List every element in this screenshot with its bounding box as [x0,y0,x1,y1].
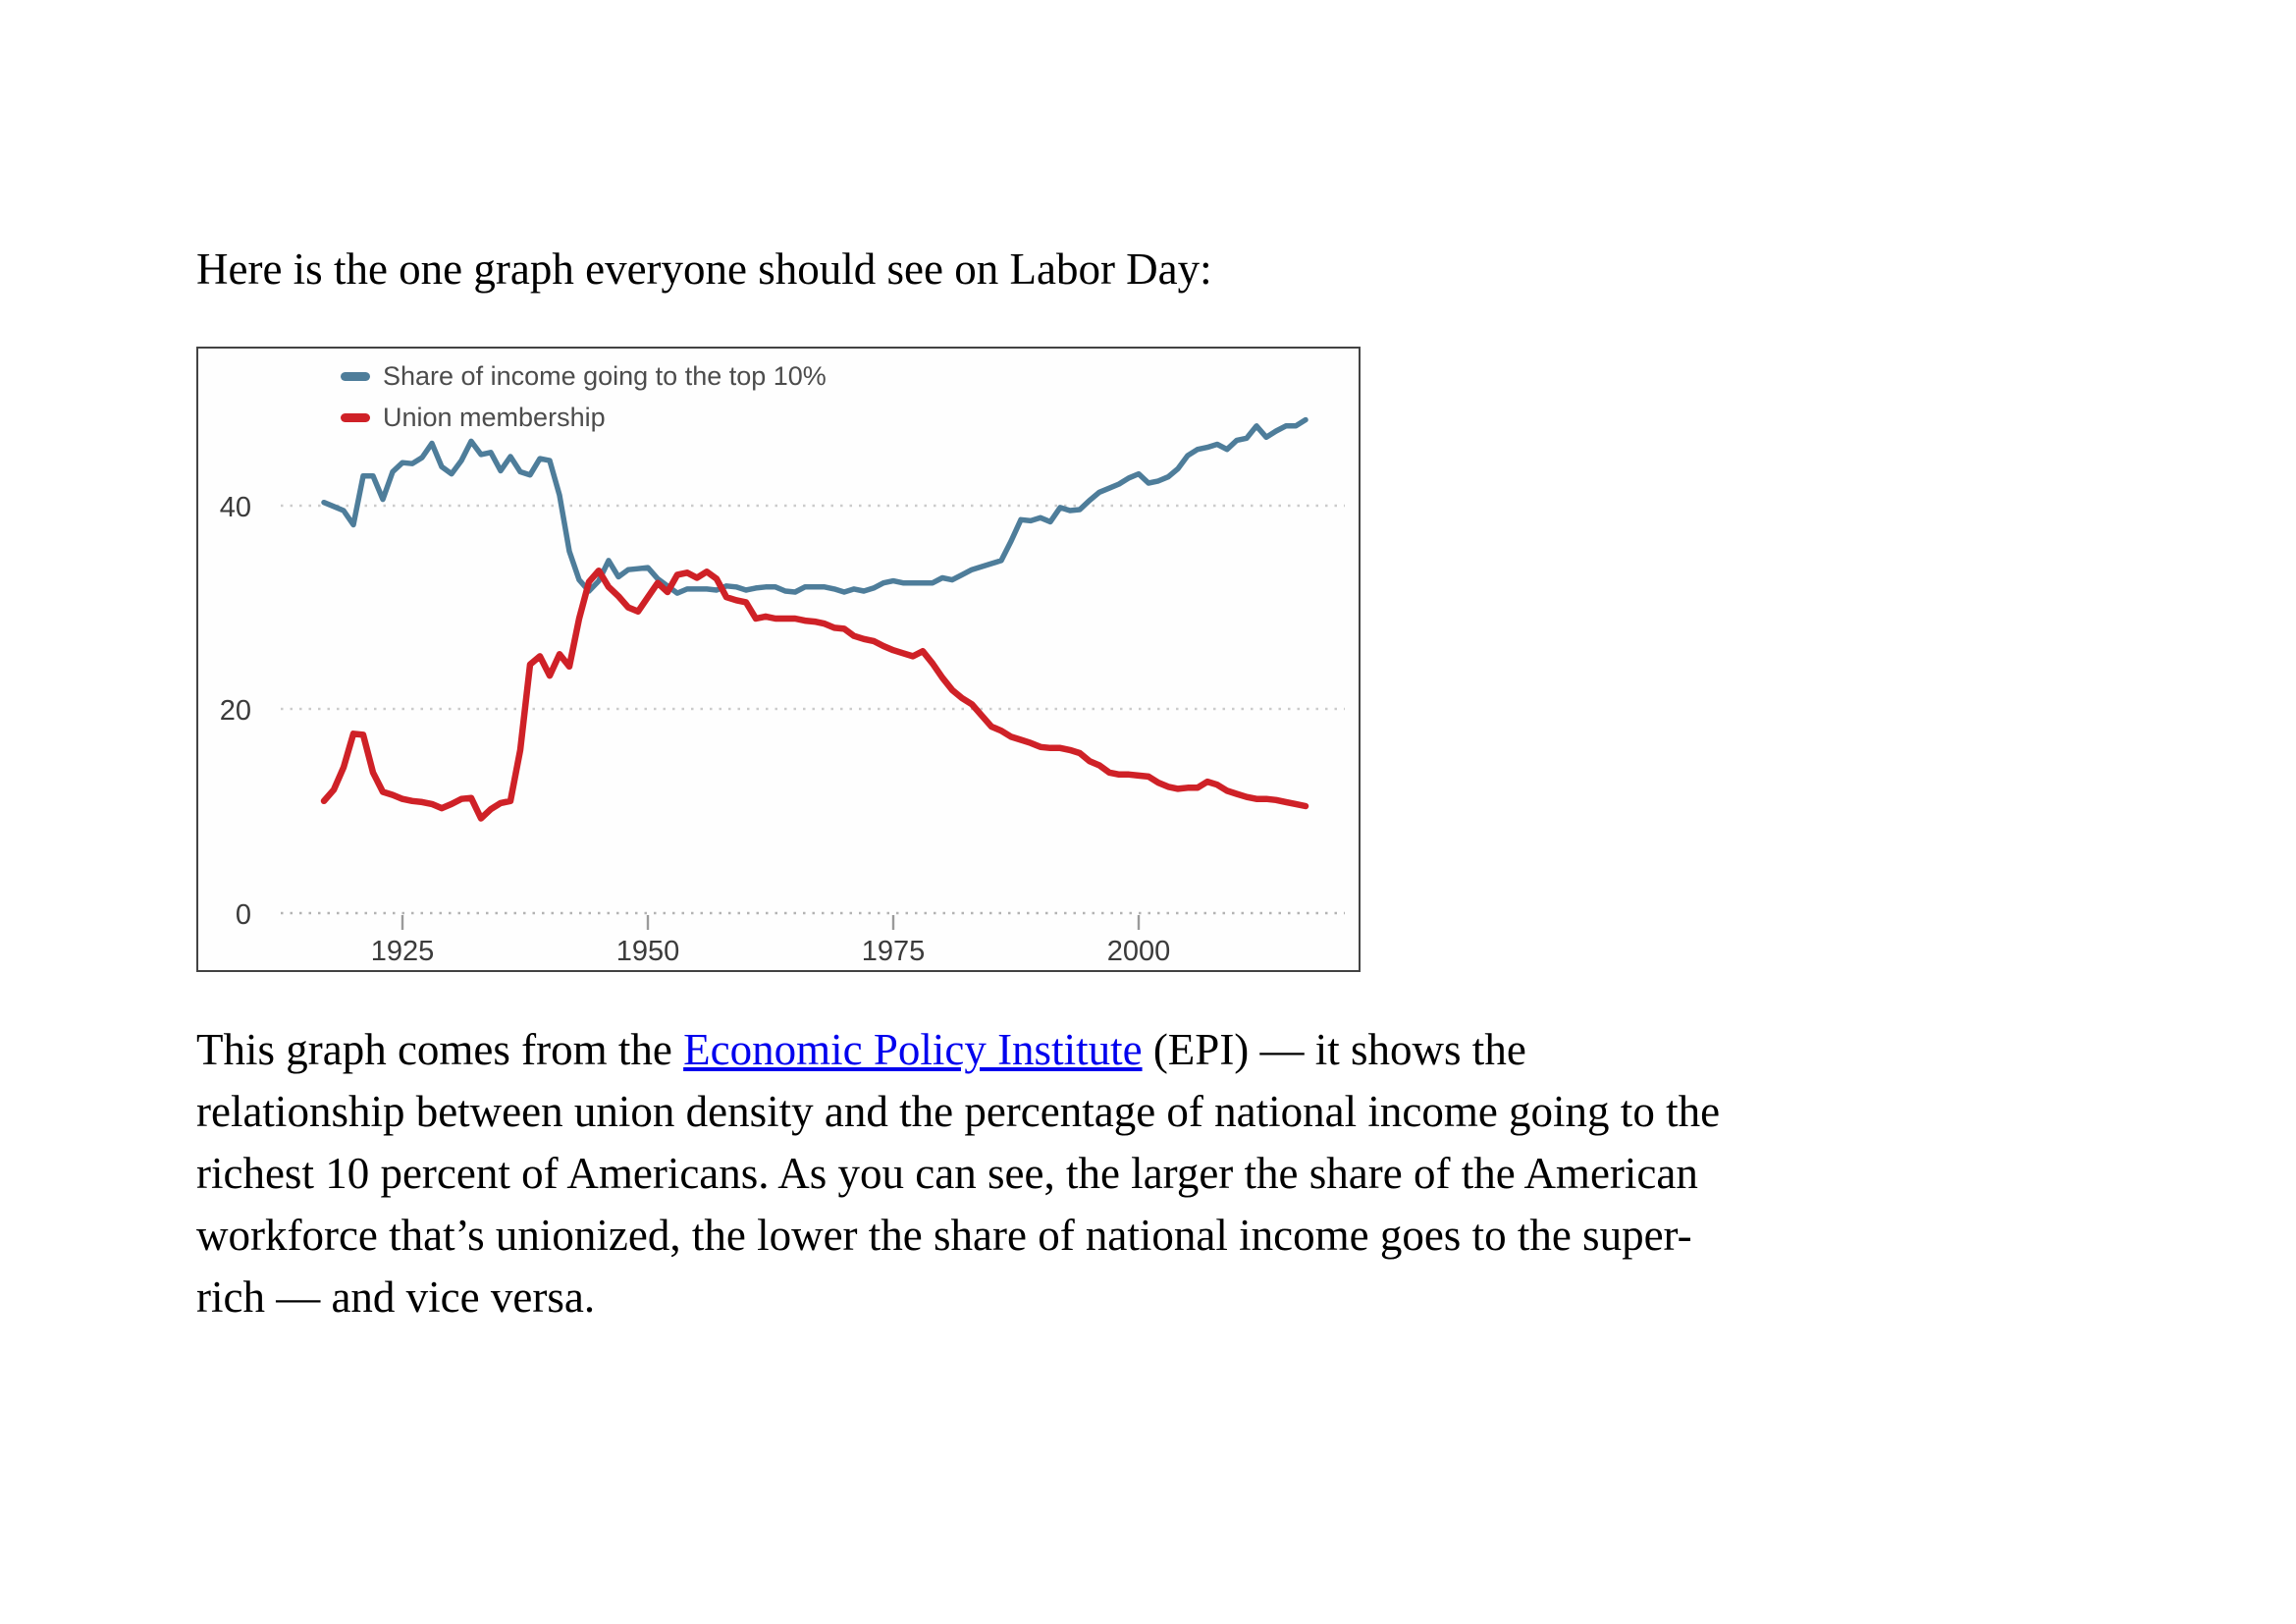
y-tick-label-0: 0 [235,899,251,931]
income-share-swatch-icon [341,372,370,381]
union-membership-line [320,567,1309,822]
x-tick-label-2000: 2000 [1106,936,1171,967]
legend-item-income-share: Share of income going to the top 10% [341,360,827,393]
page-title: Here is the one graph everyone should se… [196,244,1212,294]
y-tick-label-20: 20 [219,695,251,727]
income-share-line [321,416,1308,596]
chart-gridlines [281,504,1345,915]
paragraph-text-before-link: This graph comes from the [196,1025,684,1074]
legend-item-union-membership: Union membership [341,402,827,434]
body-paragraph: This graph comes from the Economic Polic… [196,1019,2120,1328]
legend-label-union-membership: Union membership [383,403,606,432]
legend-label-income-share: Share of income going to the top 10% [383,361,827,391]
x-tick-label-1925: 1925 [370,936,435,967]
chart-legend: Share of income going to the top 10% Uni… [341,360,827,434]
paragraph-text-after-link: (EPI) — it shows the relationship betwee… [196,1025,1721,1322]
chart-canvas [281,416,1345,930]
y-tick-label-40: 40 [219,492,251,523]
epi-union-income-chart: 40 20 0 1925 1950 1975 2000 Share of inc… [196,347,1361,972]
x-tick-label-1975: 1975 [861,936,926,967]
x-tick-label-1950: 1950 [615,936,680,967]
x-axis-tickmarks [400,915,1141,930]
epi-link[interactable]: Economic Policy Institute [683,1025,1143,1074]
union-membership-swatch-icon [341,413,370,422]
